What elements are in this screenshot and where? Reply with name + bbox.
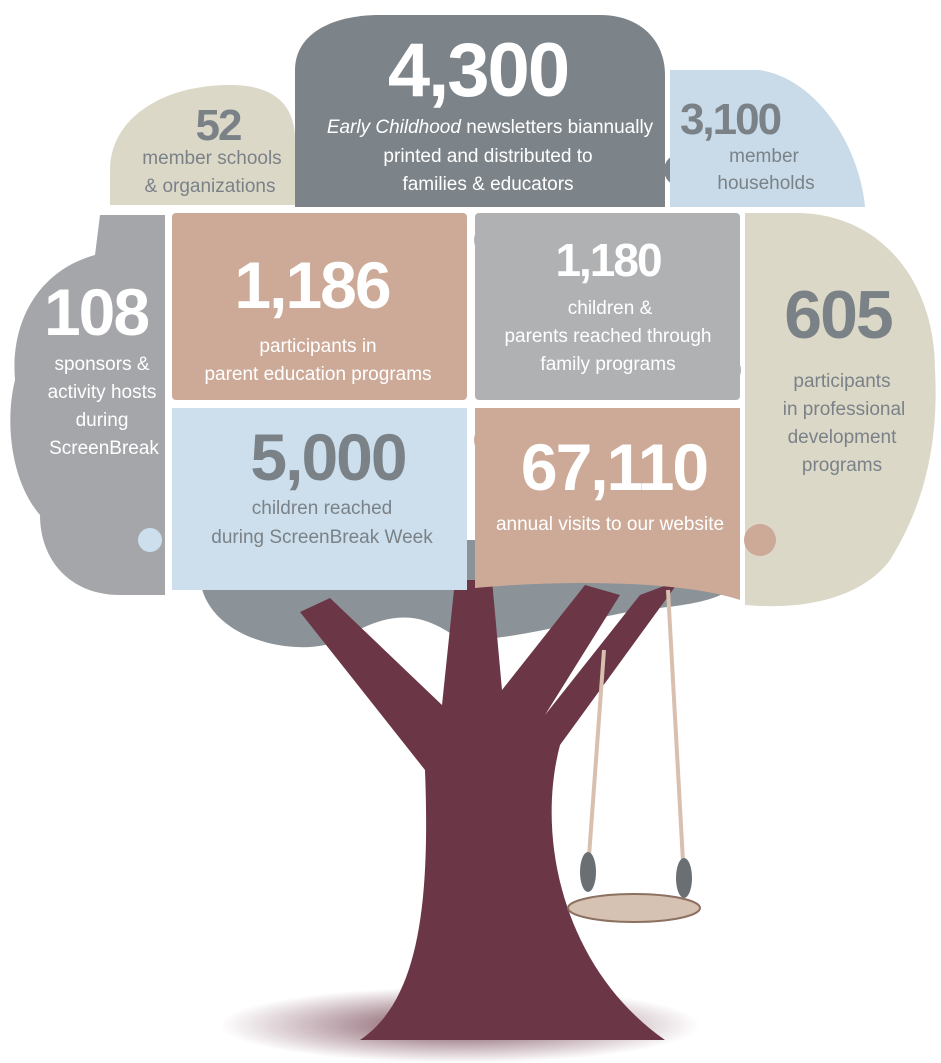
stat-number: 605 bbox=[784, 277, 892, 353]
stat-text-line: children & bbox=[568, 298, 653, 319]
stat-text-line: during ScreenBreak Week bbox=[211, 527, 433, 548]
stat-text-line: ScreenBreak bbox=[49, 438, 159, 459]
stat-number: 5,000 bbox=[250, 420, 405, 494]
stat-text-line: parent education programs bbox=[204, 364, 431, 385]
stat-number: 1,186 bbox=[234, 248, 389, 322]
stat-text-line: during bbox=[76, 410, 129, 431]
stat-text-line: & organizations bbox=[145, 176, 276, 197]
stat-emphasis: Early Childhood bbox=[327, 117, 463, 138]
stat-text-line: participants in bbox=[259, 336, 376, 357]
stat-text-line: member bbox=[729, 146, 799, 167]
stat-number: 52 bbox=[196, 101, 241, 150]
stat-number: 1,180 bbox=[555, 234, 661, 286]
stat-text-line: children reached bbox=[252, 498, 392, 519]
stat-number: 108 bbox=[44, 275, 148, 349]
stat-text-line: member schools bbox=[142, 148, 281, 169]
stat-number: 3,100 bbox=[680, 95, 781, 144]
stat-text-line: programs bbox=[802, 455, 882, 476]
stat-text-line: in professional bbox=[783, 399, 906, 420]
stat-text-line: family programs bbox=[540, 354, 675, 375]
stat-text-line: households bbox=[717, 173, 814, 194]
stat-text-line: participants bbox=[793, 371, 890, 392]
stat-text-line: annual visits to our website bbox=[496, 514, 724, 535]
stat-text-line: printed and distributed to bbox=[383, 146, 592, 167]
stat-text-line: development bbox=[788, 427, 898, 448]
stat-text-line: activity hosts bbox=[48, 382, 157, 403]
stat-text-line: families & educators bbox=[402, 174, 573, 195]
stat-text-line: parents reached through bbox=[504, 326, 711, 347]
page: {"stats": [ {"number": "4,300", "emphasi… bbox=[0, 0, 941, 1063]
stat-number: 4,300 bbox=[388, 28, 568, 113]
stat-text-line: sponsors & bbox=[54, 354, 149, 375]
stat-text-line: newsletters biannually bbox=[466, 117, 653, 138]
stat-text: Early Childhood newsletters biannually bbox=[327, 117, 654, 138]
tree-trunk bbox=[300, 580, 680, 1040]
stat-number: 67,110 bbox=[521, 430, 707, 504]
infographic: 4,300 Early Childhood newsletters biannu… bbox=[0, 0, 941, 1063]
